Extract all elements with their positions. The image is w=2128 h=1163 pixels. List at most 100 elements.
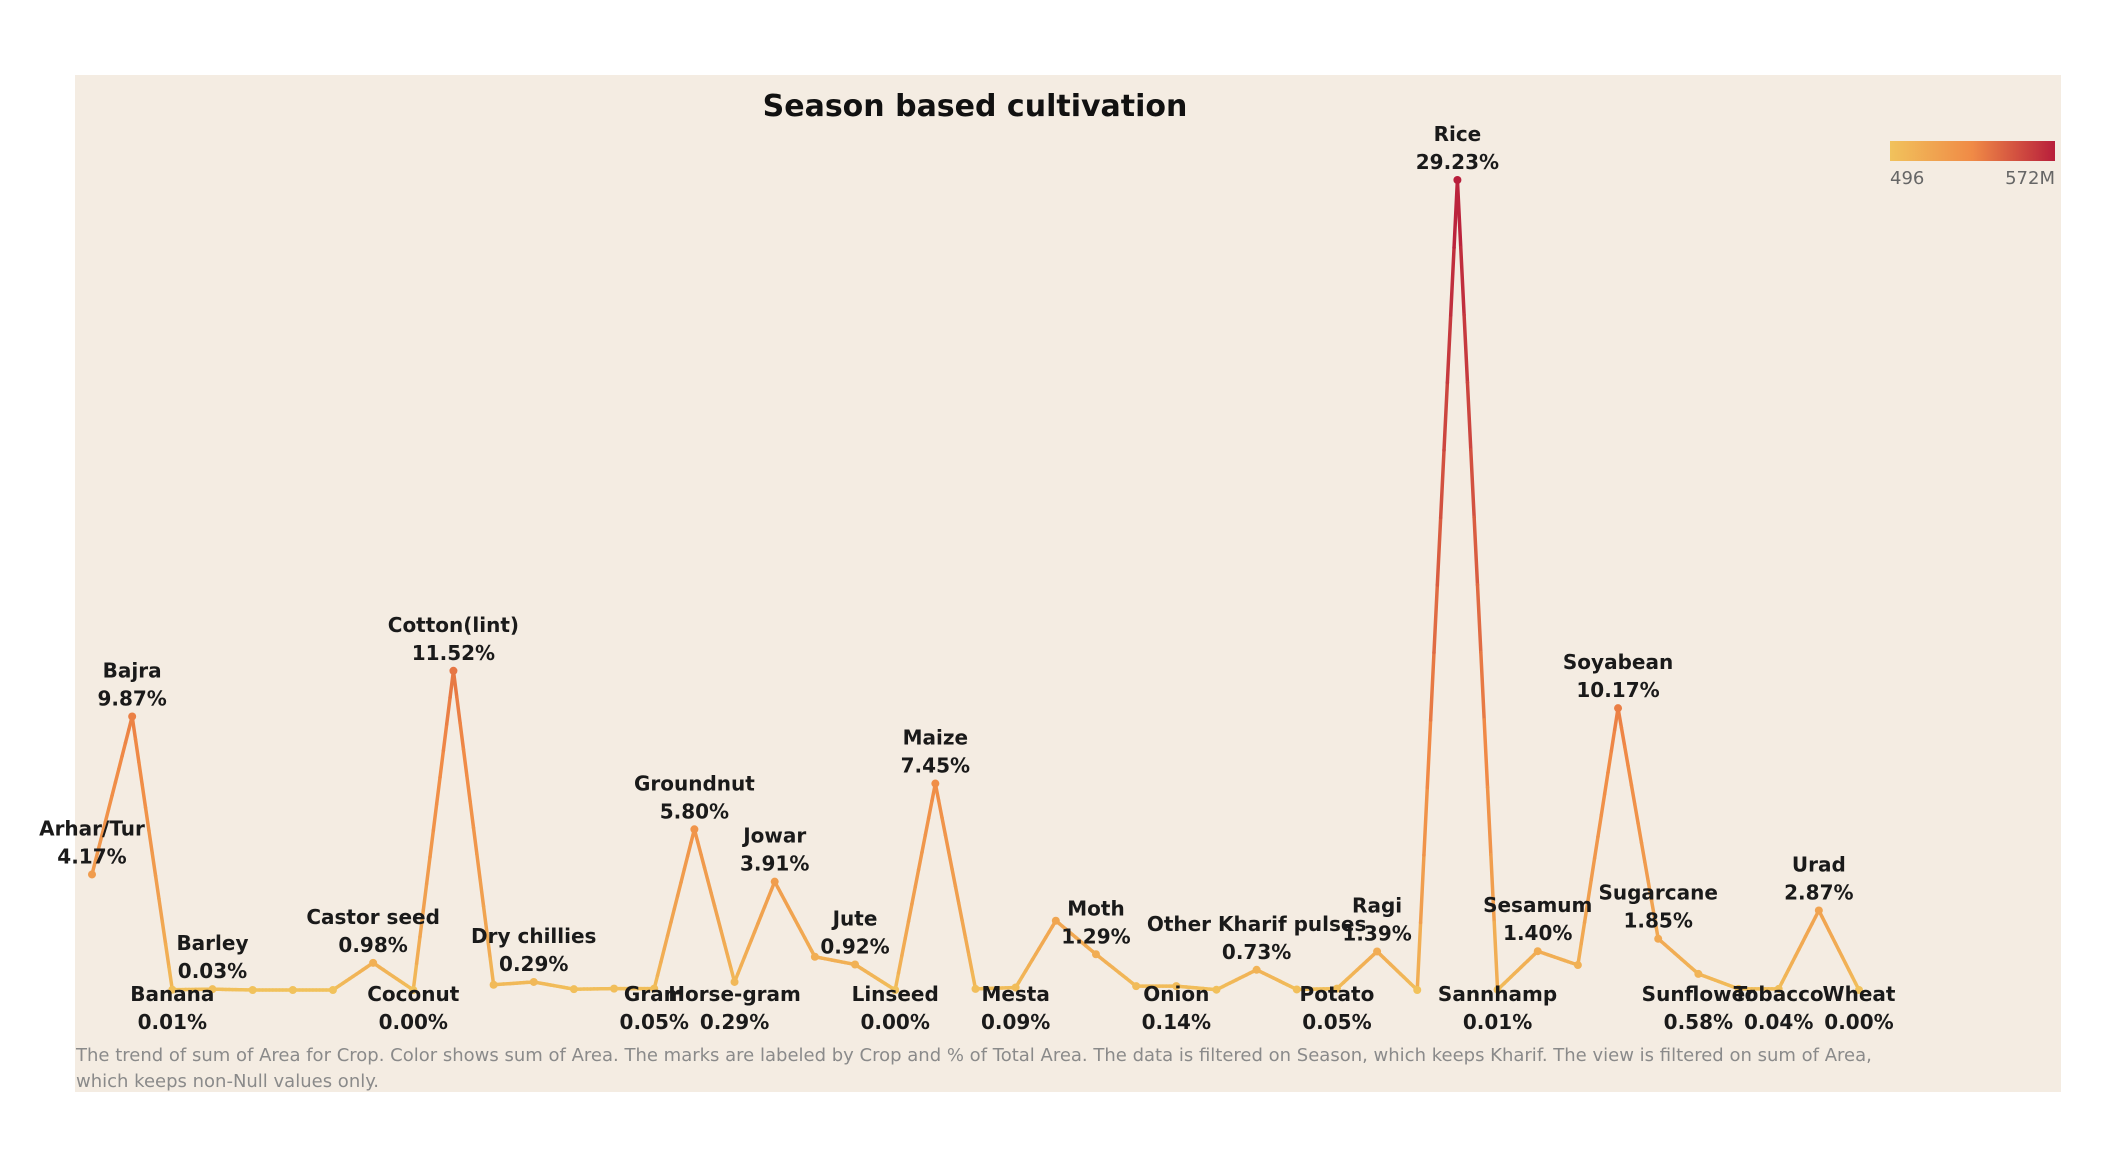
line-segment	[1633, 802, 1640, 826]
data-label-crop: Other Kharif pulses	[1147, 912, 1367, 936]
data-point[interactable]	[1011, 983, 1020, 992]
line-segment	[414, 935, 422, 966]
line-segment	[943, 833, 951, 854]
line-segment	[1459, 245, 1466, 317]
data-point[interactable]	[128, 712, 137, 721]
data-point[interactable]	[1212, 985, 1221, 994]
data-point[interactable]	[1132, 982, 1141, 991]
data-point[interactable]	[971, 984, 980, 993]
data-label-crop: Jowar	[741, 824, 806, 848]
line-segment	[963, 935, 971, 957]
line-segment	[431, 802, 439, 833]
data-point[interactable]	[1172, 982, 1181, 991]
line-segment	[920, 833, 928, 855]
data-point[interactable]	[208, 985, 217, 994]
line-segment	[1592, 834, 1600, 860]
line-segment	[1428, 650, 1436, 722]
line-segment	[153, 874, 161, 901]
line-segment	[957, 901, 964, 923]
data-point[interactable]	[1373, 947, 1382, 956]
line-segment	[418, 908, 426, 939]
data-point[interactable]	[1533, 947, 1542, 956]
line-segment	[471, 826, 479, 856]
data-point[interactable]	[1573, 961, 1582, 970]
data-point[interactable]	[730, 977, 739, 986]
data-label-percent: 1.29%	[1061, 924, 1130, 948]
line-segment	[458, 721, 466, 752]
data-point[interactable]	[1614, 704, 1623, 713]
data-point[interactable]	[1493, 985, 1502, 994]
line-segment	[1422, 785, 1430, 857]
data-point[interactable]	[288, 986, 297, 994]
line-segment	[1629, 783, 1637, 806]
data-point[interactable]	[409, 986, 418, 994]
line-segment	[950, 867, 958, 888]
line-segment	[913, 867, 921, 889]
data-point[interactable]	[328, 986, 337, 994]
data-point[interactable]	[931, 779, 940, 788]
data-label-percent: 0.98%	[338, 933, 407, 957]
data-label-percent: 0.01%	[138, 1010, 207, 1034]
data-point[interactable]	[1855, 986, 1863, 994]
line-segment	[1469, 448, 1476, 520]
data-point[interactable]	[690, 825, 699, 834]
data-label-percent: 0.58%	[1664, 1010, 1733, 1034]
data-point[interactable]	[1091, 950, 1100, 959]
data-label-percent: 0.05%	[1302, 1010, 1371, 1034]
data-point[interactable]	[1252, 965, 1261, 974]
line-segment	[455, 695, 462, 725]
line-segment	[1432, 583, 1440, 655]
data-point[interactable]	[1734, 984, 1743, 993]
data-point[interactable]	[449, 666, 458, 675]
data-point[interactable]	[1654, 934, 1663, 943]
data-point[interactable]	[810, 952, 819, 961]
data-point[interactable]	[1332, 984, 1341, 993]
data-point[interactable]	[529, 977, 538, 986]
line-segment	[451, 669, 459, 699]
data-point[interactable]	[88, 870, 96, 879]
line-segment	[1649, 898, 1657, 922]
line-segment	[695, 840, 703, 857]
data-label-crop: Tobacco	[1734, 982, 1824, 1006]
data-point[interactable]	[369, 958, 378, 967]
data-point[interactable]	[1413, 986, 1422, 994]
series-points	[88, 176, 1863, 994]
data-label-crop: Banana	[130, 982, 214, 1006]
data-point[interactable]	[168, 985, 177, 994]
line-segment	[1602, 770, 1610, 796]
data-point[interactable]	[1694, 969, 1703, 978]
line-segment	[1465, 380, 1473, 452]
line-segment	[1596, 813, 1604, 839]
line-segment	[665, 920, 673, 938]
data-point[interactable]	[650, 984, 659, 993]
line-segment	[903, 919, 911, 941]
data-point[interactable]	[569, 985, 578, 994]
data-label-crop: Coconut	[367, 982, 459, 1006]
data-point[interactable]	[851, 960, 860, 969]
data-point[interactable]	[770, 877, 779, 886]
data-point[interactable]	[1292, 985, 1301, 994]
line-segment	[1415, 920, 1423, 992]
line-segment	[675, 880, 683, 898]
line-segment	[1619, 725, 1627, 749]
data-point[interactable]	[1453, 176, 1462, 184]
line-segment	[967, 952, 974, 974]
line-segment	[1425, 718, 1433, 790]
line-segment	[953, 884, 961, 906]
data-label-crop: Linseed	[852, 982, 939, 1006]
data-point[interactable]	[1774, 984, 1783, 993]
data-point[interactable]	[1814, 906, 1823, 915]
data-labels: Arhar/Tur 4.17% Bajra 9.87% Banana 0.01% Barle…	[39, 122, 1896, 1034]
data-point[interactable]	[1051, 916, 1060, 925]
line-segment	[1438, 448, 1446, 520]
data-label-percent: 29.23%	[1416, 150, 1499, 174]
line-segment	[441, 722, 449, 753]
line-segment	[461, 747, 469, 778]
data-point[interactable]	[891, 986, 900, 994]
data-point[interactable]	[248, 986, 257, 994]
data-point[interactable]	[489, 980, 498, 989]
data-point[interactable]	[610, 984, 619, 993]
line-segment	[712, 903, 720, 921]
line-segment	[478, 878, 486, 908]
